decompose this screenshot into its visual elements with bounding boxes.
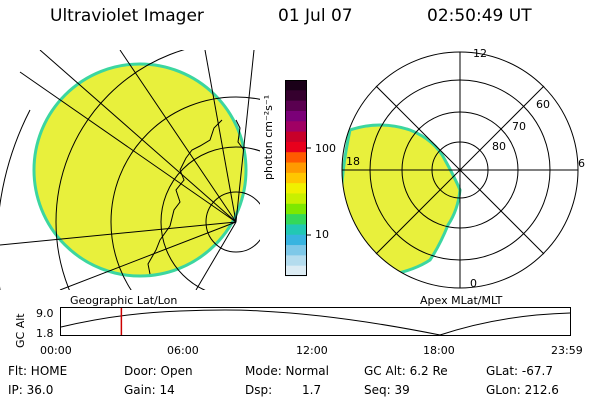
mlt-label-0: 0 — [470, 277, 477, 290]
colorbar-cell — [285, 245, 307, 256]
status-seq: Seq: 39 — [364, 383, 410, 397]
geographic-map — [0, 50, 260, 290]
status-glat: GLat: -67.7 — [486, 364, 553, 378]
colorbar-cell — [285, 121, 307, 133]
time-label: 02:50:49 UT — [427, 6, 532, 26]
colorbar-cell — [285, 255, 307, 267]
status-mode: Mode: Normal — [245, 364, 329, 378]
mlt-label-18: 18 — [346, 155, 360, 168]
timeline-ytick-min: 1.8 — [36, 327, 54, 340]
lat-label-80: 80 — [492, 140, 506, 153]
colorbar-tick-10: 10 — [315, 228, 329, 241]
colorbar — [285, 80, 311, 277]
colorbar-cell — [285, 100, 307, 112]
colorbar-cell — [285, 214, 307, 225]
timeline-axis-label: GC Alt — [14, 313, 27, 348]
colorbar-cell — [285, 162, 307, 174]
colorbar-cell — [285, 203, 307, 215]
geographic-caption: Geographic Lat/Lon — [70, 294, 178, 307]
date-label: 01 Jul 07 — [278, 6, 353, 26]
colorbar-cell — [285, 141, 307, 153]
colorbar-unit-label: photon cm⁻²s⁻¹ — [262, 94, 275, 180]
colorbar-cell — [285, 265, 307, 277]
timeline-xtick-1200: 12:00 — [296, 344, 328, 357]
timeline-xtick-0600: 06:00 — [167, 344, 199, 357]
timeline-xtick-1800: 18:00 — [423, 344, 455, 357]
app-title: Ultraviolet Imager — [50, 6, 204, 26]
colorbar-cell — [285, 131, 307, 143]
colorbar-cell — [285, 234, 307, 246]
lat-label-70: 70 — [512, 120, 526, 133]
mlt-label-6: 6 — [578, 157, 585, 170]
status-dsp-label: Dsp: — [245, 383, 273, 397]
altitude-timeline — [60, 307, 571, 336]
status-gc-alt: GC Alt: 6.2 Re — [364, 364, 448, 378]
magnetic-image-region — [342, 123, 462, 277]
colorbar-cell — [285, 80, 307, 91]
status-ip: IP: 36.0 — [8, 383, 54, 397]
colorbar-tick-100: 100 — [315, 142, 336, 155]
magnetic-caption: Apex MLat/MLT — [420, 294, 503, 307]
colorbar-cell — [285, 224, 307, 236]
colorbar-cell — [285, 172, 307, 184]
lat-label-60: 60 — [536, 98, 550, 111]
timeline-ytick-max: 9.0 — [36, 307, 54, 320]
timeline-xtick-0000: 00:00 — [40, 344, 72, 357]
status-glon: GLon: 212.6 — [486, 383, 559, 397]
mlt-label-12: 12 — [473, 47, 487, 60]
status-door: Door: Open — [124, 364, 193, 378]
colorbar-cell — [285, 183, 307, 194]
magnetic-map — [341, 51, 579, 289]
colorbar-cell — [285, 110, 307, 122]
colorbar-cell — [285, 152, 307, 164]
status-flight: Flt: HOME — [8, 364, 68, 378]
timeline-xtick-2359: 23:59 — [551, 344, 583, 357]
status-dsp-value: 1.7 — [302, 383, 322, 397]
status-gain: Gain: 14 — [124, 383, 175, 397]
colorbar-cell — [285, 193, 307, 205]
geographic-image-disc — [32, 62, 248, 278]
colorbar-cell — [285, 90, 307, 102]
